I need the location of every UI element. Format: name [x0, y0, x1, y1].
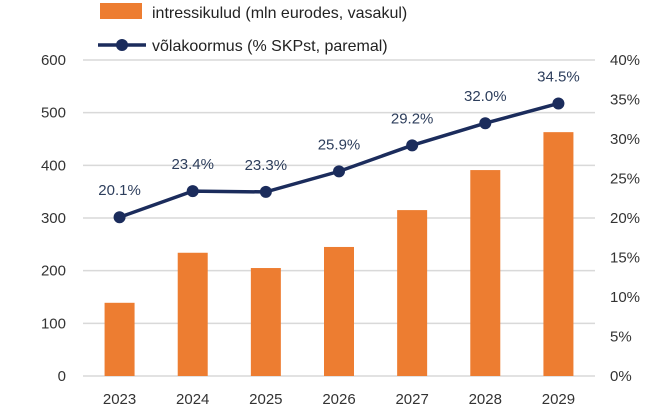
x-tick-label: 2029 [542, 391, 575, 408]
right-tick-label: 0% [610, 368, 632, 385]
right-tick-label: 15% [610, 250, 640, 267]
data-label: 20.1% [98, 182, 141, 199]
line-marker [552, 97, 565, 110]
line-marker [333, 165, 345, 178]
x-tick-label: 2028 [469, 391, 502, 408]
bar [470, 170, 501, 376]
left-tick-label: 300 [41, 210, 66, 227]
bar [177, 252, 208, 376]
right-tick-label: 10% [610, 289, 640, 306]
legend-bar-swatch [100, 3, 142, 19]
x-tick-label: 2026 [322, 391, 355, 408]
bar [324, 246, 354, 376]
line-marker [113, 211, 126, 224]
data-label: 32.0% [464, 88, 507, 105]
bar [250, 268, 281, 376]
x-tick-label: 2027 [395, 391, 428, 408]
right-tick-label: 40% [610, 52, 640, 69]
line-marker [186, 185, 199, 198]
right-tick-label: 30% [610, 131, 640, 148]
data-label: 34.5% [537, 68, 580, 85]
bar [104, 302, 135, 376]
legend-bar-label: intressikulud (mln eurodes, vasakul) [152, 5, 407, 22]
x-tick-label: 2025 [249, 391, 282, 408]
right-tick-label: 20% [610, 210, 640, 227]
right-tick-label: 25% [610, 171, 640, 188]
data-label: 23.3% [245, 157, 288, 174]
data-label: 23.4% [171, 156, 214, 173]
line-marker [479, 117, 492, 130]
line-marker [259, 185, 272, 198]
left-tick-label: 400 [41, 157, 66, 174]
right-tick-label: 35% [610, 92, 640, 109]
data-label: 25.9% [318, 136, 361, 153]
x-tick-label: 2023 [103, 391, 136, 408]
bar [397, 210, 428, 376]
legend-line-marker [116, 39, 128, 51]
bar [543, 132, 574, 376]
right-tick-label: 5% [610, 329, 632, 346]
left-tick-label: 100 [41, 315, 66, 332]
x-tick-label: 2024 [176, 391, 209, 408]
legend-line-label: võlakoormus (% SKPst, paremal) [152, 38, 388, 55]
left-tick-label: 200 [41, 263, 66, 280]
left-tick-label: 0 [58, 368, 66, 385]
left-tick-label: 500 [41, 105, 66, 122]
left-tick-label: 600 [41, 52, 66, 69]
line-marker [406, 139, 419, 152]
data-label: 29.2% [391, 110, 434, 127]
